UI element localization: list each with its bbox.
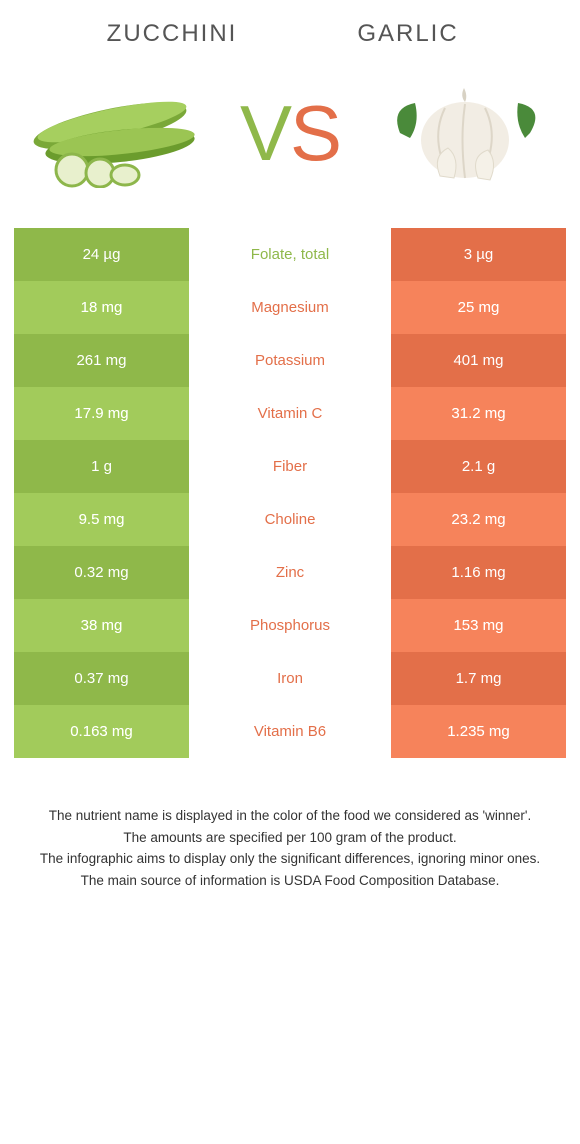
table-row: 1 gFiber2.1 g (14, 440, 566, 493)
nutrient-label: Vitamin B6 (189, 705, 391, 758)
comparison-table: 24 µgFolate, total3 µg18 mgMagnesium25 m… (14, 228, 566, 758)
left-value: 0.37 mg (14, 652, 189, 705)
right-value: 1.7 mg (391, 652, 566, 705)
table-row: 24 µgFolate, total3 µg (14, 228, 566, 281)
nutrient-label: Vitamin C (189, 387, 391, 440)
vs-v: V (240, 88, 290, 179)
garlic-image (370, 78, 560, 188)
nutrient-label: Zinc (189, 546, 391, 599)
left-value: 24 µg (14, 228, 189, 281)
table-row: 38 mgPhosphorus153 mg (14, 599, 566, 652)
table-row: 18 mgMagnesium25 mg (14, 281, 566, 334)
left-value: 0.32 mg (14, 546, 189, 599)
right-value: 2.1 g (391, 440, 566, 493)
right-value: 23.2 mg (391, 493, 566, 546)
left-value: 9.5 mg (14, 493, 189, 546)
left-value: 38 mg (14, 599, 189, 652)
nutrient-label: Iron (189, 652, 391, 705)
vs-s: S (290, 88, 340, 179)
left-value: 17.9 mg (14, 387, 189, 440)
footnote-line: The amounts are specified per 100 gram o… (30, 828, 550, 848)
hero-row: VS (14, 78, 566, 188)
right-value: 1.235 mg (391, 705, 566, 758)
left-title: ZUCCHINI (54, 20, 290, 48)
footnote-line: The infographic aims to display only the… (30, 849, 550, 869)
right-value: 31.2 mg (391, 387, 566, 440)
right-value: 3 µg (391, 228, 566, 281)
titles-row: ZUCCHINI GARLIC (14, 20, 566, 48)
table-row: 9.5 mgCholine23.2 mg (14, 493, 566, 546)
page: ZUCCHINI GARLIC VS (0, 0, 580, 902)
nutrient-label: Fiber (189, 440, 391, 493)
nutrient-label: Potassium (189, 334, 391, 387)
table-row: 261 mgPotassium401 mg (14, 334, 566, 387)
right-value: 153 mg (391, 599, 566, 652)
table-row: 0.163 mgVitamin B61.235 mg (14, 705, 566, 758)
zucchini-image (20, 78, 210, 188)
footnote-line: The nutrient name is displayed in the co… (30, 806, 550, 826)
left-value: 261 mg (14, 334, 189, 387)
table-row: 0.32 mgZinc1.16 mg (14, 546, 566, 599)
nutrient-label: Choline (189, 493, 391, 546)
nutrient-label: Phosphorus (189, 599, 391, 652)
left-value: 0.163 mg (14, 705, 189, 758)
right-value: 25 mg (391, 281, 566, 334)
nutrient-label: Magnesium (189, 281, 391, 334)
right-title: GARLIC (290, 20, 526, 48)
footnotes: The nutrient name is displayed in the co… (14, 806, 566, 890)
footnote-line: The main source of information is USDA F… (30, 871, 550, 891)
table-row: 0.37 mgIron1.7 mg (14, 652, 566, 705)
table-row: 17.9 mgVitamin C31.2 mg (14, 387, 566, 440)
nutrient-label: Folate, total (189, 228, 391, 281)
right-value: 1.16 mg (391, 546, 566, 599)
vs-label: VS (240, 88, 340, 179)
left-value: 1 g (14, 440, 189, 493)
right-value: 401 mg (391, 334, 566, 387)
left-value: 18 mg (14, 281, 189, 334)
